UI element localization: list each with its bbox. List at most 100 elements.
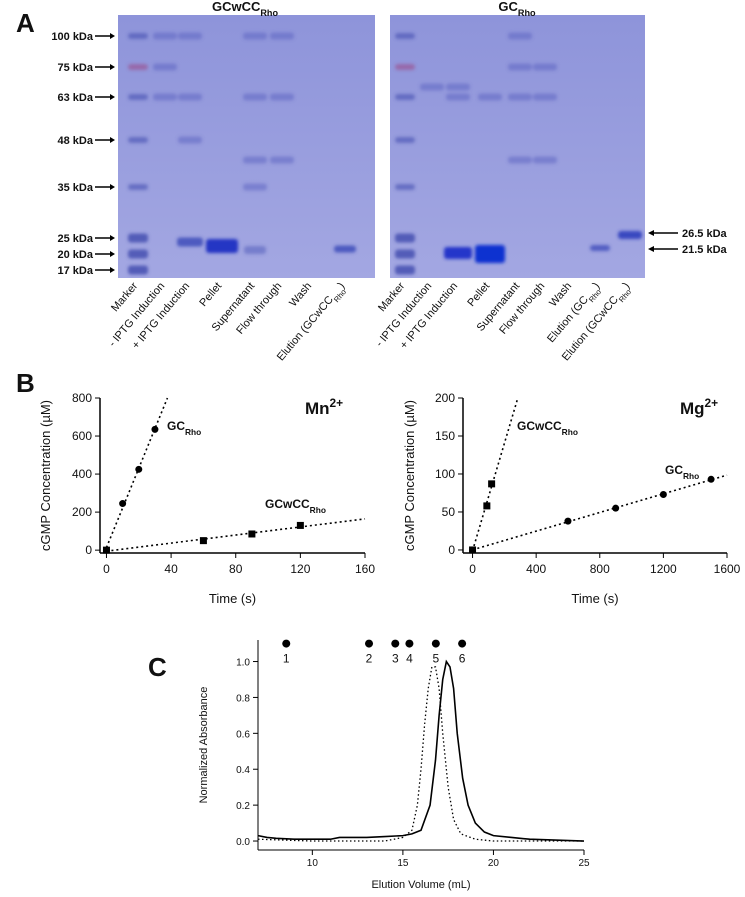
gel-band [533, 156, 557, 164]
standard-label: 4 [406, 652, 413, 666]
gel-band [590, 245, 610, 251]
data-point [248, 530, 256, 538]
gel-band [533, 63, 557, 71]
x-tick-label: 25 [578, 858, 590, 869]
trend-line [106, 518, 366, 552]
x-tick-label: 40 [164, 562, 178, 576]
panel-label: A [16, 8, 35, 38]
data-point [659, 490, 667, 498]
gel-band [153, 63, 177, 71]
arrow-head [110, 184, 115, 190]
standard-marker [282, 639, 291, 648]
y-tick-label: 400 [72, 467, 92, 481]
ion-label: Mg2+ [680, 396, 718, 418]
y-tick-label: 0.2 [236, 801, 250, 812]
gel-band [395, 137, 415, 143]
y-axis-label: cGMP Concentration (µM) [402, 400, 417, 551]
gel-band [395, 33, 415, 39]
series-label-sub: Rho [310, 505, 326, 515]
y-tick-label: 1.0 [236, 658, 250, 669]
gel-band [243, 156, 267, 164]
gel-title-text: GCwCC [212, 0, 261, 14]
y-axis-label: Normalized Absorbance [198, 687, 210, 804]
y-tick-label: 600 [72, 429, 92, 443]
gel-band [128, 64, 148, 70]
series-label: GCwCCRho [265, 497, 326, 515]
arrow-head [110, 267, 115, 273]
gel-band [178, 136, 202, 144]
gel-band [243, 183, 267, 191]
x-axis-label: Time (s) [209, 591, 256, 606]
gel-band [128, 184, 148, 190]
gel-image [390, 15, 645, 278]
data-point [135, 465, 143, 473]
arrow-head [110, 251, 115, 257]
gel-band [618, 231, 642, 239]
gel-band [446, 93, 470, 101]
gel-band [533, 93, 557, 101]
arrow-head [110, 137, 115, 143]
gel-band [128, 137, 148, 143]
data-point [119, 500, 127, 508]
gel-band [243, 32, 267, 40]
y-tick-label: 0 [85, 543, 92, 557]
panel-label: C [148, 652, 167, 682]
gel-band [395, 64, 415, 70]
trend-line [472, 474, 728, 551]
x-tick-label: 20 [488, 858, 500, 869]
x-tick-label: 800 [590, 562, 610, 576]
standard-marker [405, 639, 414, 648]
data-point [102, 546, 110, 554]
gel-title: GCwCCRho [212, 0, 279, 18]
x-tick-label: 15 [397, 858, 409, 869]
ion-label-sup: 2+ [705, 396, 719, 410]
standard-label: 5 [433, 652, 440, 666]
gel-title-sub: Rho [518, 8, 536, 18]
y-tick-label: 200 [435, 391, 455, 405]
gel-band [334, 245, 356, 253]
gel-band [128, 233, 148, 243]
marker-label: 20 kDa [58, 249, 94, 261]
arrow-head [648, 246, 654, 252]
series-label: GCwCCRho [517, 419, 578, 437]
standard-marker [391, 639, 400, 648]
x-axis-label: Time (s) [571, 591, 618, 606]
series-label-sub: Rho [683, 471, 699, 481]
gel-bands [128, 32, 642, 275]
gel-band [243, 93, 267, 101]
gel-band [128, 33, 148, 39]
x-tick-label: 10 [307, 858, 319, 869]
gel-image [118, 15, 375, 278]
y-tick-label: 0.8 [236, 693, 250, 704]
standard-marker [365, 639, 374, 648]
standard-marker [431, 639, 440, 648]
trend-line [105, 397, 169, 548]
y-tick-label: 0.4 [236, 765, 250, 776]
lane-label-text: ) [621, 280, 633, 291]
marker-label: 17 kDa [58, 265, 94, 277]
y-tick-label: 100 [435, 467, 455, 481]
data-point [151, 425, 159, 433]
series-label-text: GC [665, 463, 683, 477]
gel-band [395, 233, 415, 243]
gel-band [395, 184, 415, 190]
gel-band [395, 249, 415, 259]
gel-band [206, 239, 238, 253]
x-tick-label: 0 [469, 562, 476, 576]
data-point [199, 537, 207, 545]
arrow-head [110, 235, 115, 241]
standard-label: 3 [392, 652, 399, 666]
gel-band [270, 93, 294, 101]
y-tick-label: 800 [72, 391, 92, 405]
x-tick-label: 120 [290, 562, 310, 576]
band-label: 21.5 kDa [682, 244, 728, 256]
x-tick-label: 80 [229, 562, 243, 576]
trend-line [471, 397, 519, 552]
gel-band [508, 156, 532, 164]
gel-title-sub: Rho [260, 8, 278, 18]
lane-label-text: ) [336, 280, 348, 291]
series-label-text: GCwCC [517, 419, 562, 433]
marker-label: 75 kDa [58, 62, 94, 74]
standard-label: 1 [283, 652, 290, 666]
gel-band [446, 83, 470, 91]
